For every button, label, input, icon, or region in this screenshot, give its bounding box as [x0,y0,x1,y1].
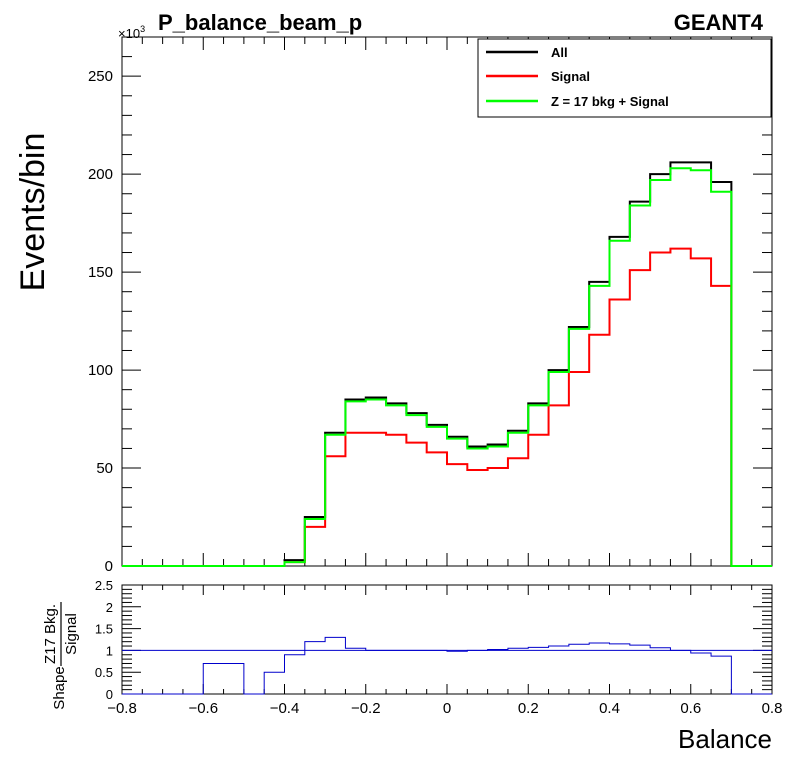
generator-label: GEANT4 [674,10,764,35]
ratio-series-line [122,636,772,695]
series-signal [122,247,772,567]
y-tick-label: 0 [105,558,113,575]
x-tick-label: −0.4 [270,700,300,717]
ratio-y-tick-label: 1.5 [95,622,113,637]
y-tick-label: 50 [96,460,113,477]
ratio-y-tick-label: 2.5 [95,578,113,593]
ratio-plot-frame [121,584,773,695]
x-tick-label: 0 [443,700,451,717]
y-axis-title: Events/bin [14,133,52,292]
x-tick-label: −0.6 [188,700,218,717]
plot-title: P_balance_beam_p [158,10,362,35]
y-exponent-prefix: ×10 [118,26,140,41]
x-tick-label: −0.2 [351,700,381,717]
legend: All Signal Z = 17 bkg + Signal [477,38,772,118]
ratio-y-title-prefix: Shape [51,666,68,709]
legend-label-signal: Signal [551,69,590,84]
ratio-y-title-numerator: Z17 Bkg. [42,604,59,664]
y-tick-label: 150 [88,264,113,281]
x-tick-label: −0.8 [107,700,137,717]
y-exponent-power: 3 [140,24,145,34]
x-axis-title: Balance [678,724,772,754]
ratio-y-tick-label: 0 [106,687,113,702]
axis-tick-labels: −0.8 −0.6 −0.4 −0.2 0 0.2 0.4 0.6 0.805010015020… [88,68,782,717]
ratio-y-tick-label: 2 [106,600,113,615]
series-z17-bkg-signal [122,167,772,567]
series-all [122,161,772,567]
y-tick-label: 250 [88,68,113,85]
histogram-series [122,161,772,567]
x-tick-label: 0.4 [599,700,620,717]
y-tick-label: 100 [88,362,113,379]
x-tick-label: 0.2 [518,700,539,717]
x-tick-label: 0.6 [680,700,701,717]
ratio-y-tick-label: 1 [106,643,113,658]
legend-label-all: All [551,45,568,60]
y-tick-label: 200 [88,166,113,183]
axis-ticks [121,36,773,695]
x-tick-label: 0.8 [762,700,783,717]
legend-label-z17: Z = 17 bkg + Signal [551,94,669,109]
ratio-y-title-denominator: Signal [63,613,80,655]
ratio-series [122,636,772,695]
ratio-y-axis-title: Shape Z17 Bkg. Signal [42,602,80,710]
ratio-y-tick-label: 0.5 [95,665,113,680]
